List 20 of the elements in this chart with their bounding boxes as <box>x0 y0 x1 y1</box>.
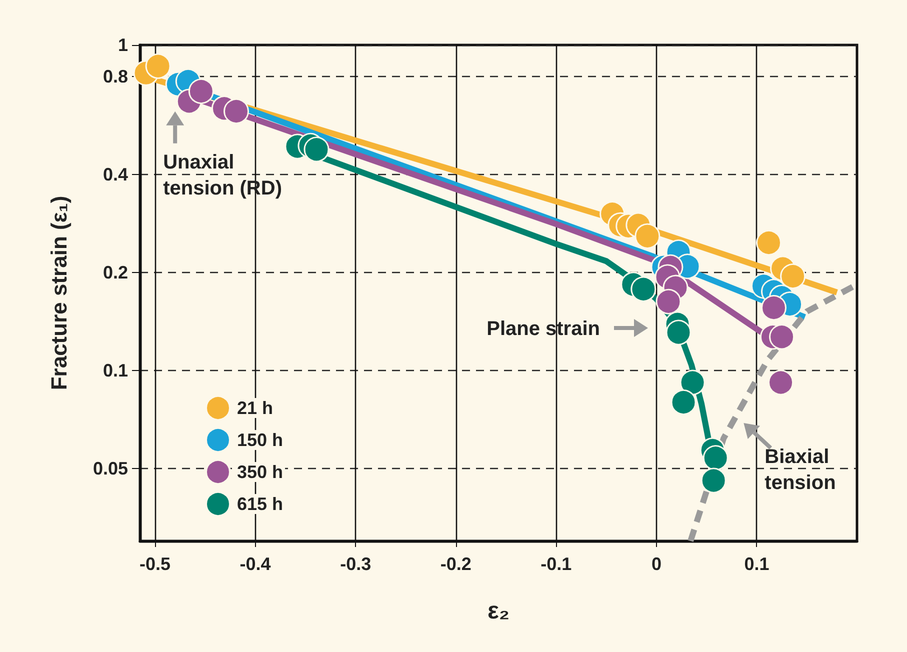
legend-label: 150 h <box>237 430 284 450</box>
legend-label: 21 h <box>237 398 274 418</box>
annotation: Biaxial tension <box>764 446 836 494</box>
y-tick-label: 1 <box>118 35 128 55</box>
y-tick-label: 0.8 <box>102 66 128 87</box>
legend-label: 615 h <box>237 494 284 514</box>
y-tick-label: 0.05 <box>92 458 128 479</box>
y-tick-label: 0.4 <box>102 164 128 185</box>
x-tick-label: -0.4 <box>240 554 271 574</box>
legend-label: 350 h <box>237 462 284 482</box>
x-tick-label: -0.5 <box>140 554 171 574</box>
x-tick-label: -0.3 <box>340 554 372 574</box>
x-tick-label: 0 <box>651 554 662 574</box>
x-tick-label: -0.2 <box>440 554 472 574</box>
y-tick-label: 0.1 <box>102 360 128 381</box>
x-axis-title: ε₂ <box>487 598 510 624</box>
y-tick-label: 0.2 <box>102 262 128 283</box>
x-tick-label: 0.1 <box>744 554 770 574</box>
x-tick-label: -0.1 <box>540 554 572 574</box>
y-axis-title: Fracture strain (ε₁) <box>46 196 72 390</box>
